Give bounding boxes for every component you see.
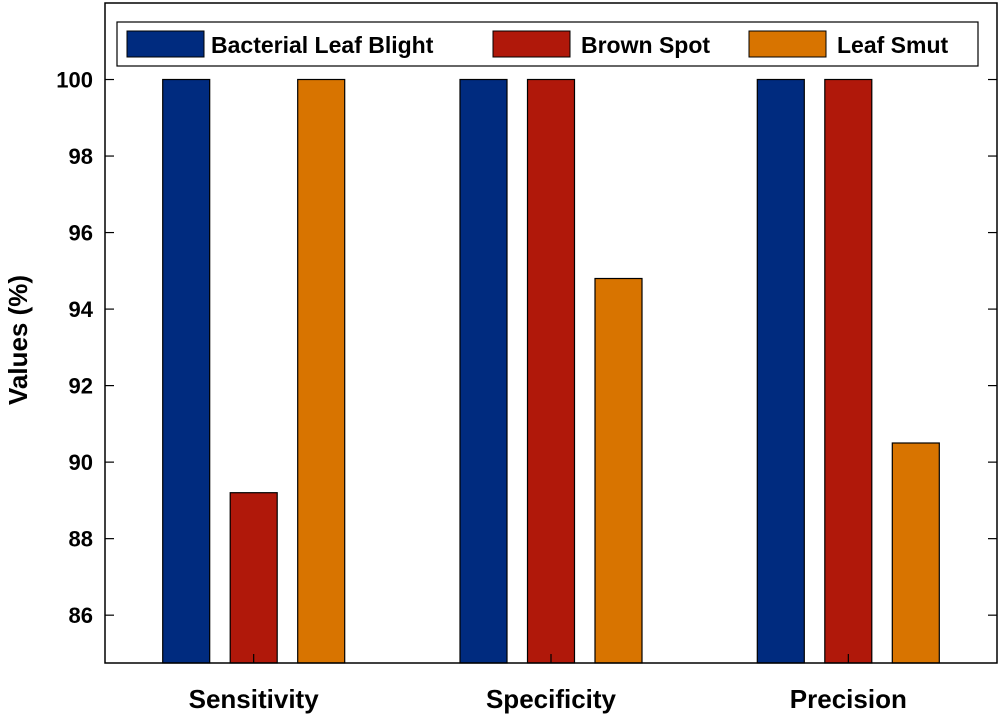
legend: Bacterial Leaf Blight Brown Spot Leaf Smut <box>116 21 979 67</box>
y-tick-label: 86 <box>69 603 93 628</box>
legend-label-bacterial-leaf-blight: Bacterial Leaf Blight <box>211 32 434 58</box>
bar-leaf-smut-precision <box>891 442 940 664</box>
bar-brown-spot-sensitivity <box>229 492 278 664</box>
bar-leaf-smut-specificity <box>594 277 643 664</box>
bar-bacterial-leaf-blight-precision <box>756 78 805 664</box>
y-axis-label: Values (%) <box>3 275 33 405</box>
bar-bacterial-leaf-blight-sensitivity <box>162 78 211 664</box>
y-tick-label: 94 <box>69 297 94 322</box>
bar-brown-spot-specificity <box>526 78 576 664</box>
y-axis: 86 88 90 92 94 96 98 100 <box>56 68 997 628</box>
y-tick-label: 98 <box>69 144 93 169</box>
legend-swatch-leaf-smut <box>748 30 827 58</box>
legend-label-brown-spot: Brown Spot <box>581 32 710 58</box>
bars-layer <box>162 78 940 664</box>
y-tick-label: 96 <box>69 221 93 246</box>
y-tick-label: 100 <box>56 68 93 93</box>
legend-label-leaf-smut: Leaf Smut <box>837 32 949 58</box>
legend-swatch-bacterial-leaf-blight <box>126 30 205 58</box>
legend-swatch-brown-spot <box>492 30 571 58</box>
bar-brown-spot-precision <box>824 78 873 664</box>
x-tick-label-precision: Precision <box>790 684 907 714</box>
y-tick-label: 92 <box>69 374 93 399</box>
bar-bacterial-leaf-blight-specificity <box>459 78 508 664</box>
bar-leaf-smut-sensitivity <box>297 78 346 664</box>
x-tick-label-specificity: Specificity <box>486 684 617 714</box>
x-tick-label-sensitivity: Sensitivity <box>189 684 320 714</box>
x-axis: Sensitivity Specificity Precision <box>189 654 907 714</box>
y-tick-label: 88 <box>69 527 93 552</box>
y-tick-label: 90 <box>69 450 93 475</box>
